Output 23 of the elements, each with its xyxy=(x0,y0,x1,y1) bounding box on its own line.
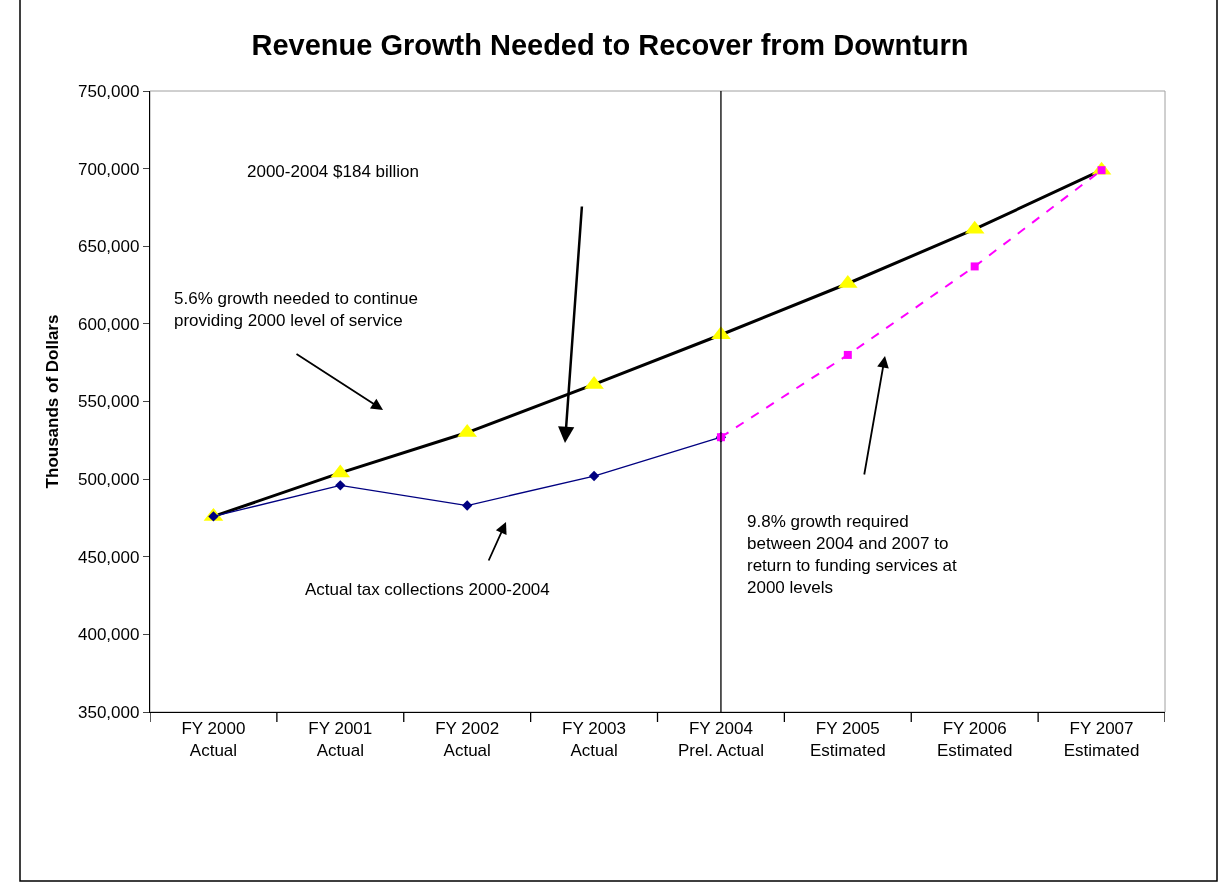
y-tick-label: 750,000 xyxy=(78,81,140,101)
y-tick-label: 350,000 xyxy=(78,702,140,722)
x-tick-label: FY 2004 Prel. Actual xyxy=(677,718,764,760)
x-tick-label: FY 2002 Actual xyxy=(435,718,500,760)
y-tick-label: 650,000 xyxy=(78,237,140,257)
y-tick-label: 700,000 xyxy=(78,159,140,179)
y-tick-label: 550,000 xyxy=(78,392,140,412)
annotation: 9.8% growth required between 2004 and 2007 to return to funding services at 2000 levels xyxy=(747,512,958,598)
x-tick-label: FY 2005 Estimated xyxy=(810,718,886,760)
x-tick-label: FY 2006 Estimated xyxy=(936,718,1013,760)
y-axis-title: Thousands of Dollars xyxy=(42,314,62,489)
x-tick-label: FY 2000 Actual xyxy=(181,718,246,760)
annotation: 5.6% growth needed to continue providing 2000 level of service xyxy=(174,289,418,331)
x-tick-label: FY 2007 Estimated xyxy=(1063,718,1140,760)
y-tick-label: 450,000 xyxy=(78,547,140,567)
y-tick-label: 400,000 xyxy=(78,625,140,645)
annotation: 2000-2004 $184 billion xyxy=(247,162,420,181)
x-tick-label: FY 2003 Actual xyxy=(562,718,627,760)
y-tick-label: 600,000 xyxy=(78,314,140,334)
x-tick-label: FY 2001 Actual xyxy=(308,718,373,760)
y-tick-label: 500,000 xyxy=(78,470,140,490)
annotation: Actual tax collections 2000-2004 xyxy=(305,580,550,599)
chart-title: Revenue Growth Needed to Recover from Downturn xyxy=(251,29,969,62)
